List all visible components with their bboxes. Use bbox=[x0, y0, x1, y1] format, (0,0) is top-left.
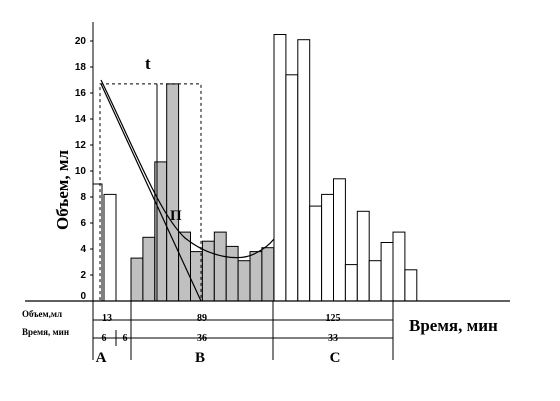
time-c: 33 bbox=[328, 333, 338, 344]
y-tick-label: 6 bbox=[80, 218, 86, 229]
y-tick-label: 0 bbox=[80, 291, 86, 302]
x-axis-label: Время, мин bbox=[409, 316, 498, 335]
row-label-volume: Объем,мл bbox=[22, 309, 62, 319]
volume-b: 89 bbox=[197, 313, 207, 324]
bar-B-11 bbox=[249, 251, 263, 302]
bar-C-4 bbox=[309, 205, 323, 302]
bar-C-10 bbox=[380, 242, 394, 302]
t-annotation: t bbox=[145, 54, 151, 73]
bar-A-2 bbox=[103, 193, 117, 302]
bar-B-4 bbox=[166, 83, 180, 302]
bar-B-10 bbox=[237, 260, 251, 302]
bar-C-5 bbox=[321, 193, 335, 302]
time-b: 36 bbox=[197, 333, 207, 344]
y-tick-label: 10 bbox=[75, 166, 87, 177]
bar-C-9 bbox=[368, 260, 382, 302]
y-tick-label: 18 bbox=[75, 62, 87, 73]
summary-table: Объем,мл Время, мин 13 89 125 6 6 36 33 A B C bbox=[22, 300, 510, 366]
bar-B-2 bbox=[142, 236, 156, 302]
t-decay-line bbox=[100, 83, 202, 302]
fitted-curve bbox=[100, 79, 275, 259]
y-tick-label: 14 bbox=[75, 114, 87, 125]
time-a: 6 bbox=[102, 333, 107, 344]
bar-C-12 bbox=[404, 269, 418, 302]
y-ticks: 0 2 4 6 8 10 12 14 16 18 20 bbox=[75, 22, 94, 302]
time-gap: 6 bbox=[123, 333, 128, 344]
bar-B-1 bbox=[130, 257, 144, 302]
y-axis-label: Объем, мл bbox=[53, 150, 72, 230]
bar-B-9 bbox=[225, 245, 239, 302]
y-tick-label: 12 bbox=[75, 140, 87, 151]
segment-label-c: C bbox=[330, 350, 341, 366]
y-tick-label: 4 bbox=[80, 244, 86, 255]
volume-c: 125 bbox=[326, 313, 341, 324]
bar-C-1 bbox=[273, 34, 287, 302]
bar-C-7 bbox=[344, 264, 358, 302]
y-tick-label: 2 bbox=[80, 270, 86, 281]
bar-B-12 bbox=[261, 247, 275, 302]
row-label-time: Время, мин bbox=[22, 327, 69, 337]
volume-a: 13 bbox=[102, 313, 112, 324]
bar-C-6 bbox=[333, 178, 346, 302]
bar-B-8 bbox=[213, 231, 227, 302]
bar-C-8 bbox=[356, 210, 370, 302]
bar-C-11 bbox=[392, 231, 406, 302]
p-annotation: П bbox=[170, 208, 182, 224]
bar-C-3 bbox=[297, 39, 311, 302]
bar-A-1 bbox=[92, 183, 103, 302]
y-tick-label: 8 bbox=[80, 192, 86, 203]
y-tick-label: 20 bbox=[75, 36, 87, 47]
segment-label-a: A bbox=[96, 350, 107, 366]
y-tick-label: 16 bbox=[75, 88, 87, 99]
bar-C-2 bbox=[285, 74, 299, 302]
segment-label-b: B bbox=[195, 350, 205, 366]
